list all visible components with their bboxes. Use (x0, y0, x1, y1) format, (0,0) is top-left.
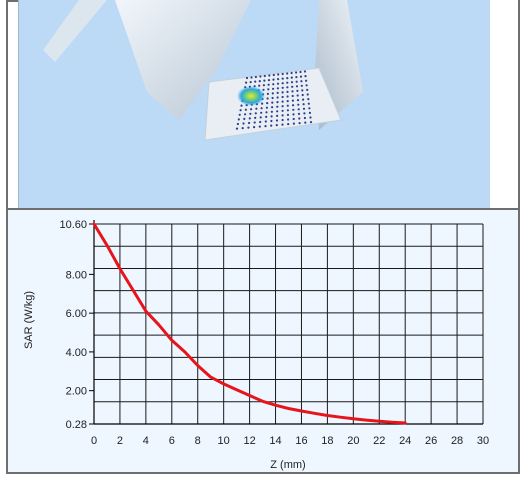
x-tick-label: 0 (91, 435, 97, 447)
x-tick-label: 2 (117, 435, 123, 447)
panel-divider (6, 208, 520, 210)
x-tick-label: 16 (295, 435, 307, 447)
x-tick-label: 18 (321, 435, 333, 447)
x-tick-label: 4 (143, 435, 149, 447)
x-tick-label: 8 (195, 435, 201, 447)
x-tick-label: 26 (425, 435, 437, 447)
x-tick-label: 22 (373, 435, 385, 447)
y-axis-label: SAR (W/kg) (23, 291, 35, 349)
sar-hotspot (237, 86, 265, 106)
x-tick-label: 30 (477, 435, 489, 447)
x-tick-label: 6 (169, 435, 175, 447)
axes (89, 220, 483, 425)
x-tick-label: 12 (243, 435, 255, 447)
x-axis-label: Z (mm) (270, 459, 305, 471)
tick-labels: 0 2 4 6 8 10 12 14 16 18 20 22 24 26 28 300.282.004.006… (59, 219, 489, 447)
sar-line (92, 222, 407, 425)
x-tick-label: 10 (218, 435, 230, 447)
x-tick-label: 28 (451, 435, 463, 447)
plot-panel (8, 210, 518, 472)
phone-holder-left (115, 0, 251, 120)
x-tick-label: 14 (269, 435, 281, 447)
phantom-3d-view (18, 0, 492, 208)
y-tick-label: 10.60 (59, 219, 87, 231)
grid-lines (93, 223, 484, 425)
series (92, 222, 407, 425)
y-tick-label: 0.28 (66, 419, 87, 431)
x-tick-label: 24 (399, 435, 411, 447)
y-tick-label: 4.00 (66, 347, 87, 359)
left-support-arm (43, 0, 107, 62)
right-margin (490, 0, 518, 208)
y-tick-label: 6.00 (66, 308, 87, 320)
y-tick-label: 2.00 (66, 386, 87, 398)
x-tick-label: 20 (347, 435, 359, 447)
phantom-render (43, 0, 363, 141)
y-tick-label: 8.00 (66, 269, 87, 281)
